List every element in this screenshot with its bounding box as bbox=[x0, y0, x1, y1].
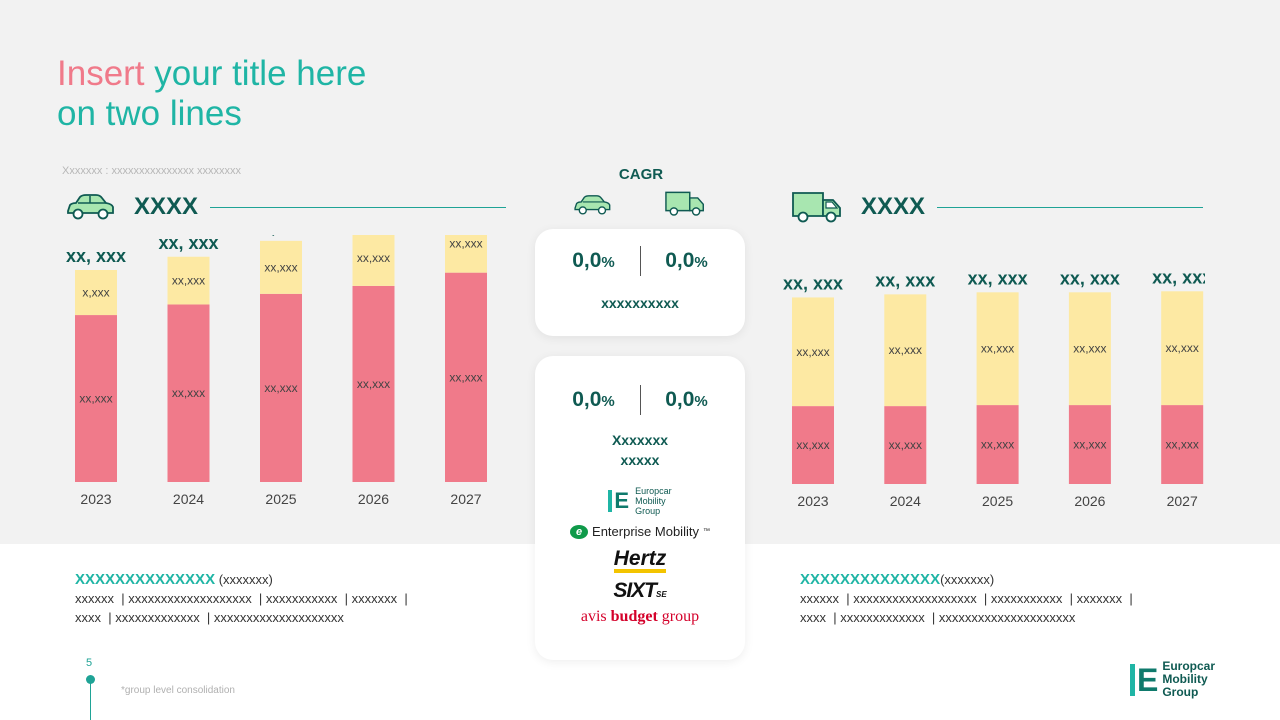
bar-label-2027-series0: xx,xxx bbox=[1166, 438, 1199, 452]
bar-label-2024-series1: xx,xxx bbox=[889, 343, 922, 357]
title-part2: your title here bbox=[144, 54, 367, 93]
bar-label-2026-series1: xx,xxx bbox=[357, 251, 390, 265]
x-tick-2025: 2025 bbox=[265, 491, 296, 507]
bar-label-2025-series0: xx,xxx bbox=[981, 438, 1014, 452]
x-tick-2026: 2026 bbox=[1074, 493, 1105, 509]
left-section-label: XXXX bbox=[134, 193, 199, 220]
bar-2023-series1 bbox=[75, 270, 117, 316]
x-tick-2027: 2027 bbox=[1167, 493, 1198, 509]
bar-2027-series1 bbox=[1161, 291, 1204, 406]
bar-label-2025-series0: xx,xxx bbox=[264, 381, 297, 395]
page-timeline-line bbox=[90, 678, 91, 720]
cagr-card-competitors: 0,0% 0,0% Xxxxxxx xxxxx E Europcar Mobilit… bbox=[535, 356, 745, 660]
total-label-2026: xx, xxx bbox=[1060, 268, 1120, 288]
bar-2027-series0 bbox=[1161, 405, 1204, 484]
bar-label-2026-series0: xx,xxx bbox=[357, 377, 390, 391]
cagr-separator bbox=[639, 246, 641, 276]
bar-label-2024-series0: xx,xxx bbox=[172, 386, 205, 400]
bar-2024-series0 bbox=[884, 406, 927, 484]
x-tick-2023: 2023 bbox=[80, 491, 111, 507]
left-stacked-bar-chart: xx,xxx x,xxx xx, xxx 2023 xx,xxx xx,xxx xx, xx… bbox=[50, 190, 520, 525]
left-section-divider bbox=[210, 206, 507, 208]
total-label-2025: xx, xxx bbox=[251, 235, 311, 237]
bar-label-2025-series1: xx,xxx bbox=[264, 260, 297, 274]
bar-2026-series0 bbox=[352, 285, 395, 482]
title-part1: Insert bbox=[57, 54, 145, 93]
subtitle: Xxxxxxx : xxxxxxxxxxxxxxx xxxxxxxx bbox=[62, 165, 242, 177]
cagr-separator-2 bbox=[639, 385, 641, 415]
x-tick-2023: 2023 bbox=[797, 493, 828, 509]
right-section-label: XXXX bbox=[861, 193, 926, 220]
bar-2025-series0 bbox=[260, 293, 302, 482]
bar-label-2023-series1: x,xxx bbox=[82, 286, 109, 300]
cagr-car-icon bbox=[572, 194, 612, 216]
bar-label-2024-series0: xx,xxx bbox=[889, 438, 922, 452]
bar-2026-series1 bbox=[1068, 292, 1111, 406]
bar-2026-series1 bbox=[352, 230, 395, 286]
chart-svg-1: xx,xxx xx,xxx xx, xxx 2023 xx,xxx xx,xxx xx, x… bbox=[783, 267, 1212, 509]
avis-budget-logo: avis budget group bbox=[580, 608, 700, 625]
left-section-header: XXXX bbox=[64, 193, 507, 221]
bar-2026-series0 bbox=[1068, 405, 1111, 484]
sixt-logo: SIXTSE bbox=[613, 579, 667, 602]
bar-2027-series0 bbox=[445, 272, 487, 482]
bar-2023-series0 bbox=[792, 406, 834, 484]
bar-2023-series1 bbox=[792, 297, 834, 407]
bar-2024-series1 bbox=[167, 256, 210, 305]
bar-2025-series0 bbox=[976, 405, 1019, 484]
bar-label-2026-series0: xx,xxx bbox=[1073, 438, 1106, 452]
bar-2024-series0 bbox=[167, 304, 210, 482]
x-tick-2025: 2025 bbox=[982, 493, 1013, 509]
bar-label-2027-series1: xx,xxx bbox=[449, 237, 482, 251]
europcar-logo: E Europcar Mobility Group bbox=[535, 486, 745, 516]
chart-svg-0: xx,xxx x,xxx xx, xxx 2023 xx,xxx xx,xxx xx, xx… bbox=[66, 190, 496, 507]
bar-2025-series1 bbox=[976, 292, 1019, 406]
total-label-2023: xx, xxx bbox=[66, 246, 126, 266]
cagr-card-overall: 0,0% 0,0% xxxxxxxxxx bbox=[535, 229, 745, 336]
right-stacked-bar-chart: xx,xxx xx,xxx xx, xxx 2023 xx,xxx xx,xxx xx, x… bbox=[765, 260, 1212, 525]
x-tick-2027: 2027 bbox=[450, 491, 481, 507]
bar-label-2025-series1: xx,xxx bbox=[981, 342, 1014, 356]
bar-label-2023-series0: xx,xxx bbox=[796, 438, 829, 452]
bar-2023-series0 bbox=[75, 315, 117, 482]
bottom-left-text: XXXXXXXXXXXXXX (xxxxxxx) xxxxxx | xxxxxx… bbox=[75, 571, 408, 625]
europcar-corner-logo: E Europcar Mobility Group bbox=[1130, 660, 1215, 699]
cagr-card-note: xxxxxxxxxx bbox=[601, 295, 679, 311]
cagr-van-icon bbox=[664, 190, 706, 217]
bar-label-2024-series1: xx,xxx bbox=[172, 274, 205, 288]
total-label-2025: xx, xxx bbox=[968, 268, 1028, 288]
bar-label-2026-series1: xx,xxx bbox=[1073, 342, 1106, 356]
cagr-card2-note: Xxxxxxx xxxxx bbox=[611, 432, 669, 468]
van-icon bbox=[791, 190, 843, 224]
x-tick-2024: 2024 bbox=[173, 491, 204, 507]
cagr-car-value: 0,0% bbox=[572, 249, 615, 272]
bar-2024-series1 bbox=[884, 294, 927, 407]
bar-label-2023-series0: xx,xxx bbox=[79, 392, 112, 406]
page-title: Insert your title here on two lines bbox=[57, 54, 366, 134]
bar-label-2023-series1: xx,xxx bbox=[796, 345, 829, 359]
page-timeline-dot bbox=[86, 675, 95, 684]
x-tick-2026: 2026 bbox=[358, 491, 389, 507]
x-tick-2024: 2024 bbox=[890, 493, 921, 509]
right-section-divider bbox=[937, 206, 1204, 208]
cagr-car-value-2: 0,0% bbox=[572, 388, 615, 411]
cagr-van-value-2: 0,0% bbox=[665, 388, 708, 411]
bar-2025-series1 bbox=[260, 240, 302, 294]
total-label-2024: xx, xxx bbox=[875, 270, 935, 290]
bar-label-2027-series0: xx,xxx bbox=[449, 370, 482, 384]
hertz-logo: Hertz bbox=[535, 548, 745, 573]
bottom-right-text: XXXXXXXXXXXXXX(xxxxxxx) xxxxxx | xxxxxxx… bbox=[800, 571, 1133, 625]
title-line2: on two lines bbox=[57, 94, 242, 133]
total-label-2024: xx, xxx bbox=[158, 235, 218, 253]
cagr-title: CAGR bbox=[618, 166, 664, 183]
total-label-2027: xx, xxx bbox=[1152, 267, 1205, 287]
cagr-van-value: 0,0% bbox=[665, 249, 708, 272]
page-number: 5 bbox=[86, 657, 93, 669]
car-icon bbox=[64, 193, 116, 221]
bar-label-2027-series1: xx,xxx bbox=[1166, 341, 1199, 355]
total-label-2023: xx, xxx bbox=[783, 273, 843, 293]
right-section-header: XXXX bbox=[791, 190, 1204, 224]
enterprise-logo: e Enterprise Mobility ™ bbox=[535, 524, 745, 539]
footnote: *group level consolidation bbox=[121, 685, 235, 696]
